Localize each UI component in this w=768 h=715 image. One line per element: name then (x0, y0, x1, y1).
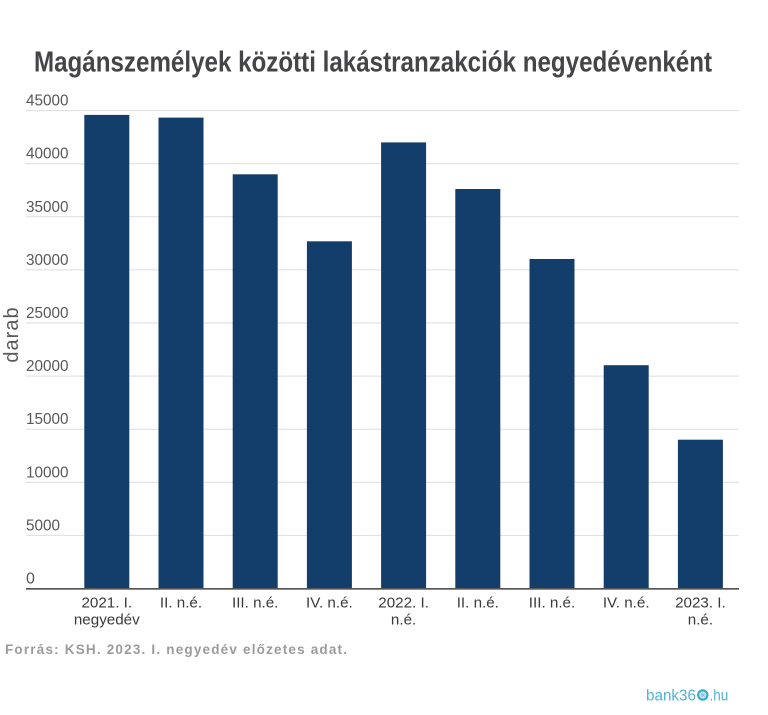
svg-text:25000: 25000 (26, 305, 69, 322)
svg-text:Forrás: KSH. 2023. I. negyedév: Forrás: KSH. 2023. I. negyedév előzetes … (5, 642, 347, 657)
svg-text:2023. I.: 2023. I. (675, 595, 726, 612)
svg-text:III. n.é.: III. n.é. (529, 595, 575, 612)
svg-text:IV. n.é.: IV. n.é. (603, 595, 650, 612)
svg-text:darab: darab (1, 306, 23, 362)
svg-text:Magánszemélyek közötti lakástr: Magánszemélyek közötti lakástranzakciók … (34, 47, 712, 79)
svg-text:20000: 20000 (26, 358, 69, 375)
svg-text:II. n.é.: II. n.é. (457, 595, 499, 612)
svg-text:45000: 45000 (26, 93, 69, 110)
svg-text:n.é.: n.é. (391, 612, 416, 629)
svg-text:n.é.: n.é. (688, 612, 713, 629)
svg-text:III. n.é.: III. n.é. (232, 595, 278, 612)
svg-text:negyedév: negyedév (74, 612, 140, 629)
svg-text:IV. n.é.: IV. n.é. (306, 595, 353, 612)
svg-text:35000: 35000 (26, 199, 69, 216)
svg-text:II. n.é.: II. n.é. (160, 595, 202, 612)
svg-text:5000: 5000 (26, 517, 60, 534)
svg-text:10000: 10000 (26, 464, 69, 481)
svg-text:2021. I.: 2021. I. (81, 595, 132, 612)
svg-text:15000: 15000 (26, 411, 69, 428)
svg-text:30000: 30000 (26, 252, 69, 269)
svg-text:2022. I.: 2022. I. (378, 595, 429, 612)
svg-text:40000: 40000 (26, 146, 69, 163)
svg-text:bank36: bank36 (646, 688, 696, 705)
svg-text:.hu: .hu (710, 688, 729, 705)
svg-text:0: 0 (26, 571, 35, 588)
